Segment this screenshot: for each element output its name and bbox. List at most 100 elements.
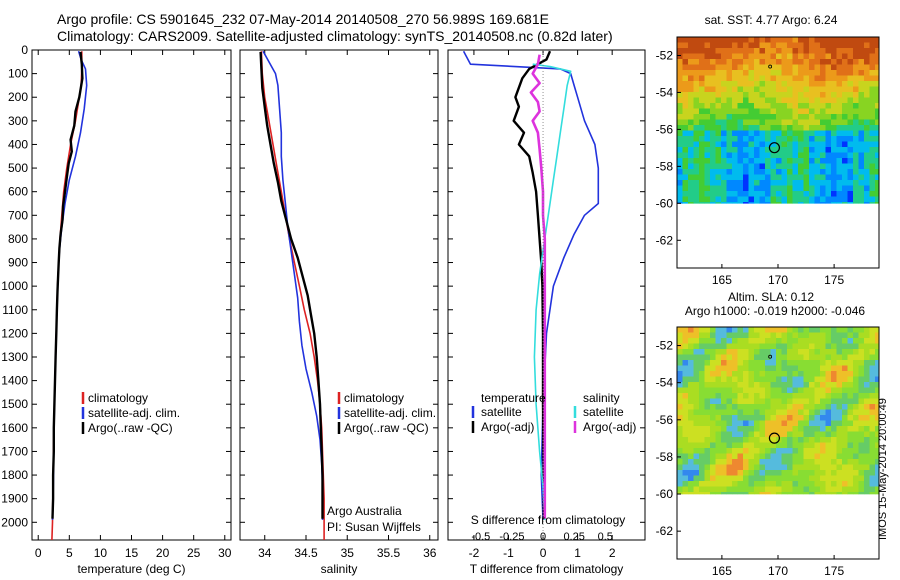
map-cell (820, 442, 826, 449)
map-cell (842, 169, 848, 175)
map-cell (803, 180, 810, 186)
map-cell (809, 404, 815, 410)
map-cell (726, 119, 733, 126)
map-cell (732, 354, 738, 361)
map-cell (864, 147, 870, 153)
map-cell (688, 86, 694, 93)
map-cell (847, 481, 854, 487)
map-cell (765, 415, 771, 421)
depth-tick-label: 1700 (1, 444, 28, 458)
map-cell (842, 365, 848, 372)
map-cell (798, 180, 804, 186)
difference-xtick-label: -2 (469, 546, 480, 560)
map-cell (836, 81, 843, 87)
map-cell (836, 387, 843, 394)
map-cell (693, 387, 700, 394)
map-cell (693, 147, 700, 153)
map-cell (792, 437, 799, 443)
map-cell (836, 453, 843, 460)
map-cell (770, 404, 777, 410)
map-cell (792, 371, 799, 377)
map-cell (754, 404, 760, 410)
map-cell (869, 147, 876, 153)
map-cell (820, 371, 826, 377)
map-cell (864, 174, 870, 181)
map-cell (710, 53, 716, 60)
map-cell (737, 185, 744, 192)
map-cell (853, 343, 859, 350)
map-cell (754, 103, 760, 109)
map-cell (715, 75, 722, 82)
map-cell (787, 37, 793, 43)
map-cell (699, 92, 705, 98)
map-cell (748, 464, 755, 471)
map-cell (864, 180, 870, 186)
map-cell (776, 404, 782, 410)
map-cell (820, 152, 826, 159)
map-cell (726, 174, 733, 181)
map-cell (748, 354, 755, 361)
map-cell (754, 459, 760, 465)
map-cell (875, 174, 880, 181)
map-cell (743, 343, 749, 350)
map-cell (803, 169, 810, 175)
map-cell (677, 420, 683, 427)
map-cell (858, 349, 865, 355)
map-cell (688, 42, 694, 49)
depth-tick-label: 800 (8, 232, 28, 246)
map-cell (814, 338, 821, 344)
map-cell (836, 86, 843, 93)
temperature-xtick-label: 30 (218, 546, 232, 560)
map-cell (748, 103, 755, 109)
map-cell (743, 103, 749, 109)
map-cell (858, 130, 865, 137)
map-cell (726, 37, 733, 43)
map-cell (677, 92, 683, 98)
map-cell (743, 136, 749, 142)
map-cell (776, 365, 782, 372)
map-cell (765, 448, 771, 454)
map-cell (770, 371, 777, 377)
map-cell (765, 470, 771, 476)
map-cell (765, 97, 771, 104)
map-cell (825, 415, 832, 421)
map-cell (721, 97, 727, 104)
map-cell (858, 481, 865, 487)
map-cell (748, 360, 755, 366)
map-cell (715, 53, 722, 60)
map-cell (836, 136, 843, 142)
map-cell (864, 158, 870, 164)
map-cell (853, 464, 859, 471)
map-cell (732, 70, 738, 76)
map-cell (825, 393, 832, 399)
map-cell (732, 64, 738, 71)
sla-map-xtick-label: 165 (712, 564, 732, 578)
map-cell (787, 48, 793, 54)
map-cell (781, 53, 788, 60)
map-cell (792, 387, 799, 394)
map-cell (825, 185, 832, 192)
map-cell (682, 114, 689, 120)
map-cell (787, 92, 793, 98)
map-cell (748, 481, 755, 487)
map-cell (803, 70, 810, 76)
map-cell (831, 163, 837, 170)
map-cell (781, 387, 788, 394)
map-cell (836, 37, 843, 43)
map-cell (825, 343, 832, 350)
map-cell (677, 448, 683, 454)
map-cell (754, 431, 760, 438)
map-cell (699, 343, 705, 350)
map-cell (864, 365, 870, 372)
map-cell (787, 453, 793, 460)
map-cell (792, 404, 799, 410)
map-cell (820, 108, 826, 115)
map-cell (825, 387, 832, 394)
map-cell (677, 481, 683, 487)
map-cell (875, 398, 880, 405)
map-cell (825, 486, 832, 493)
map-cell (715, 86, 722, 93)
map-cell (803, 464, 810, 471)
map-cell (798, 108, 804, 115)
map-cell (847, 431, 854, 438)
